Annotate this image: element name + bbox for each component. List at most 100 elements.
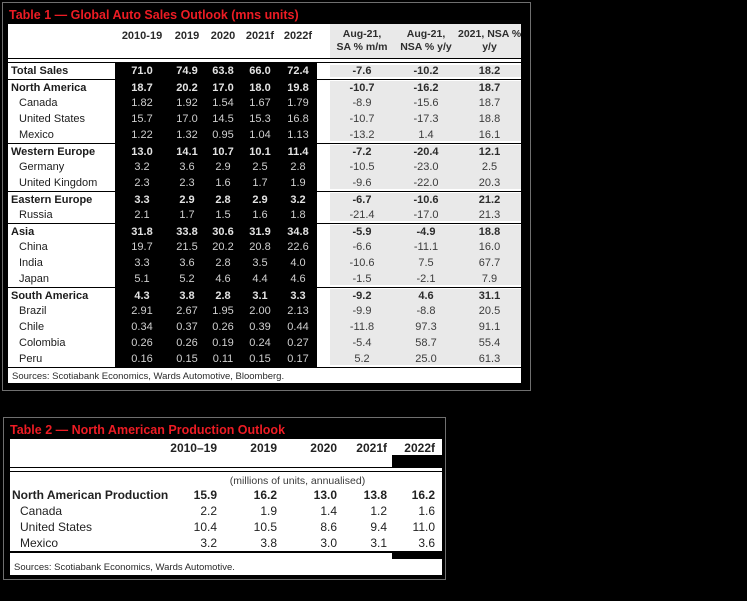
sales-value: 15.7 (131, 113, 153, 125)
momentum-value: -8.9 (352, 97, 372, 109)
momentum-value: 16.1 (478, 129, 501, 141)
row-label: China (19, 241, 48, 253)
momentum-value: -5.9 (352, 225, 372, 238)
momentum-value: -10.5 (349, 161, 375, 173)
sales-value: 33.8 (176, 225, 198, 238)
sales-value: 1.22 (131, 129, 153, 141)
table2: 2010–19 2019 2020 2021f 2022f (millions of u… (10, 439, 442, 575)
header-line: Aug-21, (406, 28, 446, 40)
sales-value: 3.2 (134, 161, 150, 173)
sales-value: 13.0 (131, 145, 153, 158)
momentum-value: 7.9 (481, 273, 498, 285)
row-label: Eastern Europe (11, 193, 93, 206)
momentum-value: -21.4 (349, 209, 375, 221)
column-header-momentum: 2021, NSA % y/y (458, 24, 521, 58)
column-header-momentum: Aug-21, NSA % y/y (394, 24, 458, 58)
momentum-value: -8.8 (416, 305, 436, 317)
sales-value: 1.5 (215, 209, 231, 221)
table1-rows: Total Sales 71.0 74.9 63.8 66.0 72.4 -7.6 -10.2… (8, 63, 521, 367)
sales-value: 3.1 (252, 289, 268, 302)
sales-value: 19.7 (131, 241, 153, 253)
momentum-value: 61.3 (478, 353, 501, 365)
sales-value: 5.1 (134, 273, 150, 285)
sales-value: 3.3 (290, 289, 306, 302)
momentum-value: 18.8 (478, 113, 501, 125)
header-line: y/y (482, 41, 497, 53)
row-label: Japan (19, 273, 49, 285)
table1-title: Table 1 — Global Auto Sales Outlook (mns… (9, 8, 299, 22)
momentum-value: 1.4 (418, 129, 434, 141)
sales-value: 1.13 (287, 129, 309, 141)
sales-value: 0.19 (212, 337, 234, 349)
sales-value: 72.4 (287, 65, 309, 77)
production-value: 1.2 (370, 504, 387, 518)
table2-title: Table 2 — North American Production Outl… (10, 423, 286, 437)
table1-momentum-chunk (330, 289, 521, 365)
momentum-value: -11.1 (413, 241, 439, 253)
table1-momentum-chunk (330, 81, 521, 141)
production-value: 1.4 (320, 504, 337, 518)
momentum-value: -22.0 (413, 177, 439, 189)
momentum-value: 55.4 (478, 337, 501, 349)
table1-sources: Sources: Scotiabank Economics, Wards Aut… (12, 371, 285, 382)
table1-content: 2010-19 2019 2020 2021f 2022f Aug-21, SA % m/m… (8, 24, 521, 384)
row-label: Asia (11, 225, 35, 238)
production-value: 9.4 (370, 520, 387, 534)
forecast-column-bar (392, 551, 442, 559)
table-row: United States 10.4 10.5 8.6 9.4 11.0 (10, 519, 442, 535)
momentum-value: -5.4 (352, 337, 372, 349)
sales-value: 5.2 (179, 273, 195, 285)
table2-sources: Sources: Scotiabank Economics, Wards Aut… (14, 562, 235, 573)
sales-value: 3.8 (179, 289, 195, 302)
sales-value: 20.2 (212, 241, 234, 253)
momentum-value: -10.6 (413, 193, 439, 206)
sales-value: 2.8 (215, 289, 231, 302)
row-label: India (19, 257, 43, 269)
sales-value: 1.54 (212, 97, 234, 109)
sales-value: 3.5 (252, 257, 268, 269)
momentum-value: -6.7 (352, 193, 372, 206)
momentum-value: -1.5 (352, 273, 372, 285)
momentum-value: 20.3 (478, 177, 501, 189)
sales-value: 1.6 (252, 209, 268, 221)
sales-value: 0.11 (212, 353, 234, 365)
sales-value: 1.32 (176, 129, 198, 141)
sales-value: 1.9 (290, 177, 306, 189)
sales-value: 71.0 (131, 65, 153, 77)
table-row: Asia 31.8 33.8 30.6 31.9 34.8 -5.9 -4.9 18.8 (8, 223, 521, 239)
row-label: United States (20, 520, 93, 534)
sales-value: 31.9 (249, 225, 271, 238)
production-value: 13.8 (363, 488, 387, 502)
sales-value: 2.9 (215, 161, 231, 173)
table2-header-row: 2010–19 2019 2020 2021f 2022f (10, 439, 442, 455)
sales-value: 1.95 (212, 305, 234, 317)
table2-forecast-highlight-bottom (10, 551, 442, 559)
momentum-value: 7.5 (418, 257, 434, 269)
table-row: Canada 1.82 1.92 1.54 1.67 1.79 -8.9 -15.6 18.7 (8, 95, 521, 111)
sales-value: 0.37 (176, 321, 198, 333)
table1-inverted-block-background (115, 63, 317, 367)
table-row: United Kingdom 2.3 2.3 1.6 1.7 1.9 -9.6 -22.0 20… (8, 175, 521, 191)
sales-value: 2.00 (249, 305, 271, 317)
column-header-year: 2021f (356, 441, 387, 455)
sales-value: 2.13 (287, 305, 309, 317)
momentum-value: -15.6 (413, 97, 439, 109)
production-value: 16.2 (411, 488, 435, 502)
momentum-value: -23.0 (413, 161, 439, 173)
table2-rows: North American Production 15.9 16.2 13.0 13.… (10, 487, 442, 551)
table-row: Germany 3.2 3.6 2.9 2.5 2.8 -10.5 -23.0 2.5 (8, 159, 521, 175)
momentum-value: -16.2 (413, 81, 439, 94)
sales-value: 21.5 (176, 241, 198, 253)
sales-value: 0.15 (176, 353, 198, 365)
sales-value: 2.8 (290, 161, 306, 173)
table1-momentum-header-background (330, 24, 521, 58)
sales-value: 2.9 (252, 193, 268, 206)
sales-value: 0.24 (249, 337, 271, 349)
header-line: NSA % y/y (400, 41, 452, 53)
row-label: Canada (20, 504, 63, 518)
production-value: 3.0 (320, 536, 337, 550)
table-row: Peru 0.16 0.15 0.11 0.15 0.17 5.2 25.0 61.3 (8, 351, 521, 367)
sales-value: 4.3 (134, 289, 150, 302)
momentum-value: -4.9 (416, 225, 436, 238)
column-header-year: 2022f (283, 30, 313, 42)
